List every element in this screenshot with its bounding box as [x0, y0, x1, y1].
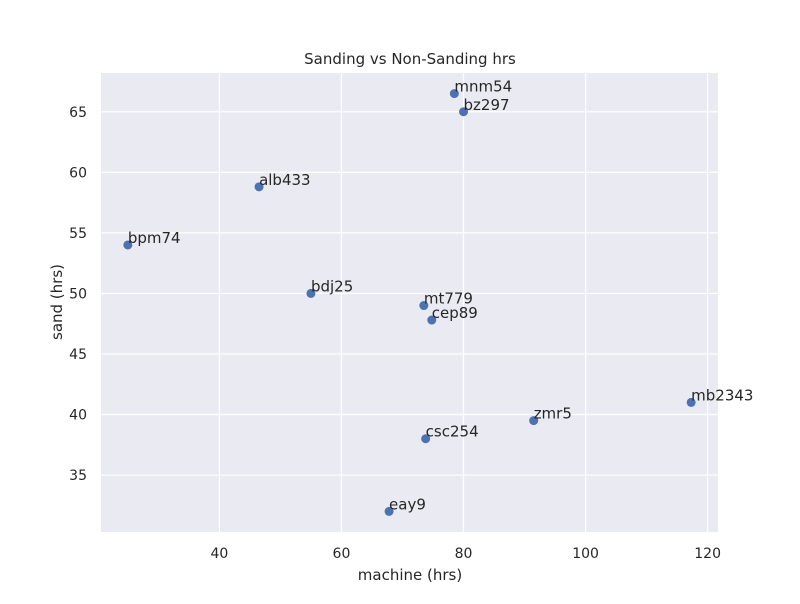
y-tick-label: 35	[69, 468, 87, 484]
x-tick-label: 100	[572, 546, 599, 562]
data-point	[306, 288, 316, 298]
point-label: bz297	[464, 96, 510, 114]
point-label: mt779	[424, 290, 473, 308]
chart-title: Sanding vs Non-Sanding hrs	[304, 50, 516, 68]
x-axis-label: machine (hrs)	[358, 566, 462, 584]
point-label: csc254	[426, 423, 479, 441]
point-label: bpm74	[128, 229, 181, 247]
data-point	[384, 506, 394, 516]
y-tick-label: 50	[69, 286, 87, 302]
point-label: mnm54	[454, 78, 512, 96]
grid-lines	[101, 73, 718, 532]
point-label: bdj25	[311, 277, 353, 295]
point-label: zmr5	[534, 405, 572, 423]
point-label: cep89	[432, 304, 478, 322]
y-tick-label: 45	[69, 347, 87, 363]
x-tick-label: 120	[694, 546, 721, 562]
data-point	[427, 315, 437, 325]
y-axis-label: sand (hrs)	[48, 264, 66, 340]
data-point	[529, 416, 539, 426]
y-tick-label: 55	[69, 226, 87, 242]
plot-background	[101, 73, 718, 532]
data-point	[123, 240, 133, 250]
x-tick-label: 40	[210, 546, 228, 562]
y-tick-label: 60	[69, 165, 87, 181]
point-label: alb433	[259, 171, 311, 189]
y-tick-label: 65	[69, 105, 87, 121]
point-label: eay9	[389, 495, 426, 513]
x-tick-label: 60	[333, 546, 351, 562]
data-point	[459, 107, 469, 117]
point-label: mb2343	[691, 386, 753, 404]
x-tick-label: 80	[455, 546, 473, 562]
data-point	[254, 182, 264, 192]
data-point	[421, 434, 431, 444]
data-point	[686, 397, 696, 407]
y-tick-label: 40	[69, 408, 87, 424]
data-point	[419, 301, 429, 311]
tick-labels: 40 60 80 100 120 35 40 45 50 55 60 65	[69, 105, 721, 562]
data-point	[449, 89, 459, 99]
